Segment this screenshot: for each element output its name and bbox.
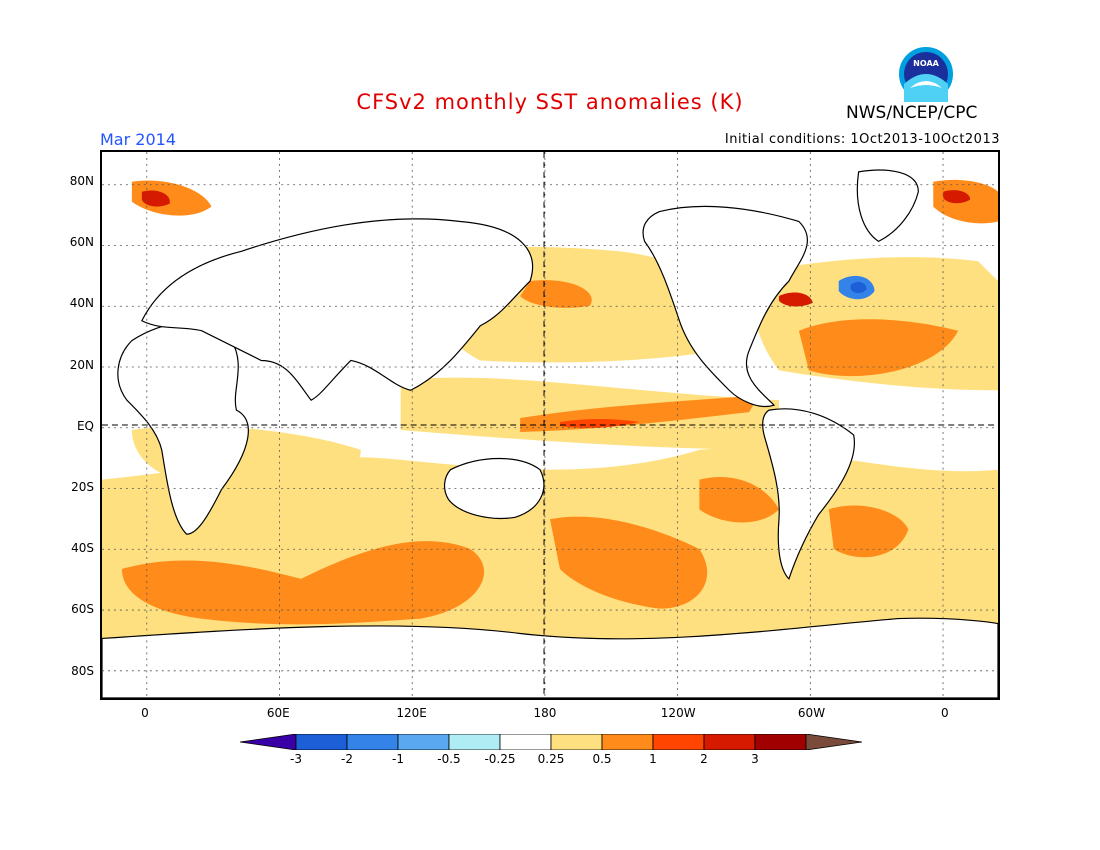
north-america	[642, 205, 808, 407]
latitude-label: 40N	[69, 296, 94, 311]
colorbar-max-arrow	[805, 734, 862, 750]
colorbar-segment	[601, 734, 654, 750]
australia	[443, 457, 545, 519]
colorbar-tick-label: -3	[290, 752, 302, 766]
colorbar-segment	[397, 734, 450, 750]
anomaly-equatorial-core	[559, 419, 640, 429]
colorbar-tick-label: -1	[392, 752, 404, 766]
longitude-label: 120E	[396, 706, 427, 720]
colorbar-tick-label: -0.25	[484, 752, 516, 766]
colorbar-tick-label: 0.5	[592, 752, 612, 766]
colorbar	[240, 734, 862, 750]
latitude-label: 80S	[71, 663, 94, 678]
anomaly-north-atlantic-warm	[798, 319, 959, 377]
antarctica	[102, 617, 998, 698]
anomaly-north-pacific-warm	[520, 280, 592, 308]
colorbar-tick-label: 2	[700, 752, 708, 766]
colorbar-segment	[652, 734, 705, 750]
colorbar-min-arrow	[240, 734, 297, 750]
greenland	[856, 169, 919, 243]
initial-conditions-label: Initial conditions: 1Oct2013-10Oct2013	[724, 132, 1000, 147]
longitude-label: 60E	[266, 706, 290, 720]
latitude-label: 20N	[69, 357, 94, 372]
anomaly-south-atlantic-warm	[828, 505, 909, 558]
grid-lines	[102, 152, 998, 698]
continents	[102, 169, 998, 698]
svg-text:NOAA: NOAA	[913, 59, 939, 68]
anomaly-north-atlantic-cold-core	[850, 281, 867, 294]
south-america	[762, 408, 856, 580]
anomaly-nordic-hot-west	[141, 190, 170, 207]
longitude-label: 60W	[797, 706, 826, 720]
latitude-label: EQ	[76, 418, 94, 433]
anomaly-gulf-stream-hot	[778, 292, 813, 307]
anomaly-nordic-hot-east	[943, 190, 971, 204]
latitude-label: 80N	[69, 174, 94, 188]
anomaly-nordic-warm-west	[131, 180, 212, 216]
eurasia	[141, 218, 534, 401]
colorbar-segment	[703, 734, 756, 750]
longitude-label: 180	[533, 706, 557, 720]
noaa-logo: NOAA	[897, 45, 955, 103]
longitude-label: 0	[940, 706, 949, 720]
colorbar-tick-label: -2	[341, 752, 353, 766]
sst-anomaly-map	[100, 150, 1000, 700]
longitude-label: 0	[141, 706, 149, 720]
colorbar-segment	[295, 734, 348, 750]
colorbar-tick-label: -0.5	[437, 752, 461, 766]
map-title: CFSv2 monthly SST anomalies (K)	[356, 90, 744, 114]
anomaly-south-pacific-warm	[550, 516, 708, 609]
colorbar-segment	[346, 734, 399, 750]
anomaly-indian-ocean-warm	[121, 541, 485, 625]
colorbar-segment	[754, 734, 807, 750]
reference-lines	[102, 152, 998, 698]
valid-month-label: Mar 2014	[100, 130, 176, 149]
colorbar-tick-label: 3	[751, 752, 759, 766]
latitude-label: 20S	[71, 480, 94, 494]
longitude-label: 120W	[660, 706, 696, 720]
latitude-label: 60N	[69, 235, 94, 250]
colorbar-tick-label: 1	[649, 752, 657, 766]
colorbar-segment	[448, 734, 501, 750]
agency-label: NWS/NCEP/CPC	[846, 103, 978, 123]
latitude-label: 40S	[71, 541, 94, 556]
colorbar-segment	[550, 734, 603, 750]
colorbar-tick-label: 0.25	[537, 752, 565, 766]
colorbar-segment	[499, 734, 552, 750]
latitude-label: 60S	[71, 602, 94, 617]
